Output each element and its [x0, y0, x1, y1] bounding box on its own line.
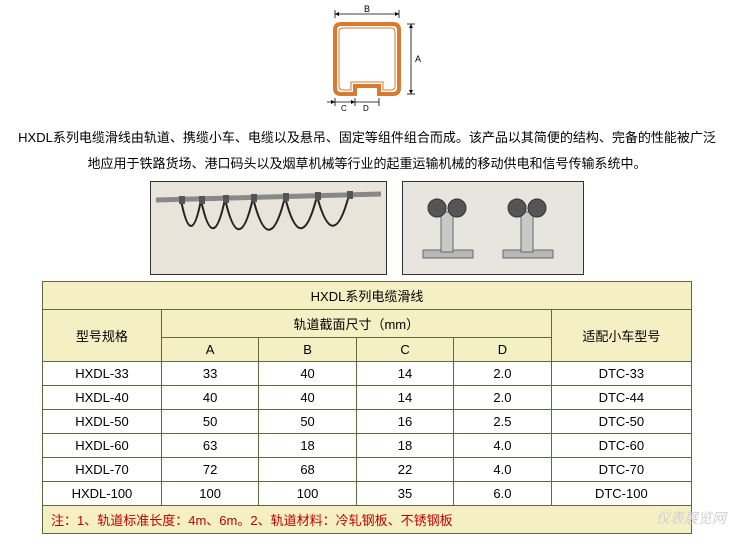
dim-label-c: C: [341, 104, 347, 113]
dim-label-d: D: [363, 104, 369, 113]
cell-cart: DTC-100: [551, 482, 691, 506]
cell-a: 40: [161, 386, 258, 410]
cell-cart: DTC-44: [551, 386, 691, 410]
cell-c: 22: [356, 458, 453, 482]
cell-b: 18: [259, 434, 356, 458]
cell-c: 16: [356, 410, 453, 434]
spec-table: HXDL系列电缆滑线 型号规格 轨道截面尺寸（mm） 适配小车型号 A B C …: [42, 281, 692, 534]
table-title: HXDL系列电缆滑线: [43, 282, 692, 310]
cross-section-diagram: B A C D: [0, 0, 734, 117]
cell-model: HXDL-100: [43, 482, 162, 506]
cell-a: 72: [161, 458, 258, 482]
subcol-c: C: [356, 338, 453, 362]
cell-b: 100: [259, 482, 356, 506]
col-cart: 适配小车型号: [551, 310, 691, 362]
cell-cart: DTC-60: [551, 434, 691, 458]
subcol-d: D: [454, 338, 551, 362]
cell-model: HXDL-70: [43, 458, 162, 482]
cell-b: 40: [259, 386, 356, 410]
col-model: 型号规格: [43, 310, 162, 362]
dim-label-a: A: [415, 54, 421, 64]
cell-a: 50: [161, 410, 258, 434]
cell-a: 63: [161, 434, 258, 458]
cell-d: 2.0: [454, 386, 551, 410]
cell-d: 2.0: [454, 362, 551, 386]
cell-c: 14: [356, 362, 453, 386]
cell-a: 100: [161, 482, 258, 506]
cell-a: 33: [161, 362, 258, 386]
cell-cart: DTC-33: [551, 362, 691, 386]
cell-model: HXDL-33: [43, 362, 162, 386]
cell-d: 6.0: [454, 482, 551, 506]
photo-trolley-carts: [402, 181, 584, 275]
cell-c: 18: [356, 434, 453, 458]
subcol-b: B: [259, 338, 356, 362]
product-photos: [0, 181, 734, 275]
cell-c: 14: [356, 386, 453, 410]
dim-label-b: B: [364, 4, 370, 14]
cell-cart: DTC-70: [551, 458, 691, 482]
photo-cable-festoon: [150, 181, 387, 275]
cell-d: 2.5: [454, 410, 551, 434]
cell-d: 4.0: [454, 458, 551, 482]
table-note: 注：1、轨道标准长度：4m、6m。2、轨道材料：冷轧钢板、不锈钢板: [43, 506, 692, 534]
col-section: 轨道截面尺寸（mm）: [161, 310, 551, 338]
cell-b: 40: [259, 362, 356, 386]
cell-c: 35: [356, 482, 453, 506]
cell-d: 4.0: [454, 434, 551, 458]
cell-model: HXDL-40: [43, 386, 162, 410]
cell-cart: DTC-50: [551, 410, 691, 434]
cell-model: HXDL-60: [43, 434, 162, 458]
cell-b: 68: [259, 458, 356, 482]
product-description: HXDL系列电缆滑线由轨道、携缆小车、电缆以及悬吊、固定等组件组合而成。该产品以…: [17, 125, 717, 177]
cell-b: 50: [259, 410, 356, 434]
cell-model: HXDL-50: [43, 410, 162, 434]
subcol-a: A: [161, 338, 258, 362]
